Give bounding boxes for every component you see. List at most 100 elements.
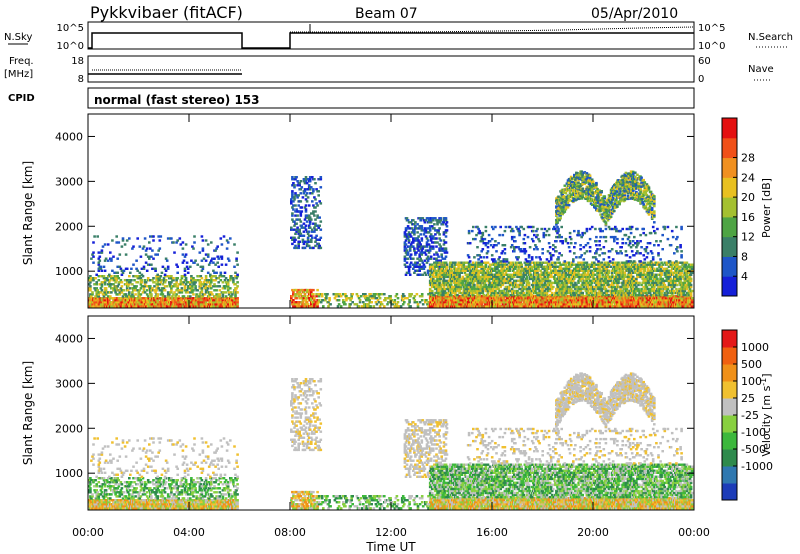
- power-cell: [417, 235, 420, 238]
- power-cell: [454, 291, 457, 295]
- power-cell: [213, 283, 216, 286]
- power-cell: [426, 271, 430, 274]
- power-cell: [435, 219, 438, 222]
- power-cell: [303, 188, 307, 191]
- power-cell: [181, 305, 185, 308]
- power-cell: [133, 285, 136, 288]
- power-cell: [290, 297, 293, 300]
- power-cell: [317, 295, 321, 298]
- power-cell: [439, 285, 442, 289]
- power-cell: [399, 305, 403, 308]
- power-cell: [515, 265, 518, 268]
- power-cell: [153, 285, 156, 288]
- power-cell: [145, 293, 149, 296]
- power-cell: [219, 279, 223, 282]
- power-cell: [318, 216, 321, 219]
- power-cell: [316, 301, 319, 304]
- power-cell: [227, 291, 231, 294]
- power-cell: [514, 281, 517, 285]
- power-cell: [89, 281, 92, 284]
- power-cell: [495, 283, 498, 287]
- power-cell: [95, 283, 98, 286]
- power-cell: [417, 249, 420, 252]
- power-cell: [118, 293, 122, 296]
- power-cell: [439, 239, 442, 242]
- power-cell: [490, 285, 494, 289]
- power-cell: [224, 281, 228, 284]
- power-cell: [469, 289, 473, 293]
- power-cell: [168, 299, 171, 302]
- power-cell: [312, 293, 315, 296]
- power-cell: [118, 253, 122, 256]
- power-cell: [317, 293, 321, 296]
- power-cell: [479, 283, 482, 287]
- power-cell: [453, 285, 456, 289]
- power-cell: [368, 299, 371, 302]
- power-cell: [210, 287, 213, 290]
- power-cell: [291, 288, 294, 292]
- power-cell: [528, 265, 532, 268]
- power-cell: [458, 277, 461, 281]
- power-cell: [129, 281, 132, 284]
- power-cell: [297, 236, 300, 239]
- power-cell: [320, 293, 324, 296]
- power-cell: [429, 279, 433, 283]
- power-cell: [193, 279, 196, 282]
- power-cell: [465, 293, 469, 297]
- power-cell: [117, 281, 121, 284]
- power-cell: [185, 261, 189, 264]
- power-cell: [114, 291, 117, 294]
- power-cell: [415, 227, 418, 230]
- power-cell: [221, 281, 225, 284]
- power-cell: [213, 289, 216, 292]
- power-cell: [532, 285, 535, 289]
- power-cell: [422, 219, 426, 222]
- power-cell: [529, 273, 533, 276]
- power-cell: [99, 267, 103, 270]
- power-cell: [345, 295, 348, 298]
- power-cell: [226, 281, 230, 284]
- power-cell: [171, 297, 174, 300]
- power-cell: [513, 275, 516, 279]
- power-cell: [657, 303, 660, 306]
- power-cell: [298, 184, 301, 187]
- power-cell: [199, 285, 203, 288]
- power-cell: [297, 246, 300, 250]
- power-cell: [298, 230, 301, 233]
- power-cell: [170, 275, 173, 278]
- power-cell: [574, 301, 577, 304]
- power-cell: [363, 303, 366, 306]
- power-cell: [458, 289, 461, 293]
- power-cell: [415, 293, 419, 296]
- power-cell: [486, 285, 490, 289]
- power-cell: [303, 226, 307, 229]
- power-cell: [120, 281, 124, 284]
- power-cell: [419, 243, 422, 246]
- power-cell: [207, 295, 211, 298]
- power-cell: [139, 277, 143, 280]
- power-cell: [484, 263, 488, 266]
- power-cell: [442, 233, 446, 236]
- power-cell: [125, 267, 129, 270]
- power-cell: [416, 265, 419, 268]
- power-cell: [473, 269, 476, 272]
- power-cell: [200, 277, 204, 280]
- power-cell: [441, 271, 445, 274]
- power-cell: [104, 301, 108, 304]
- power-cell: [308, 216, 312, 219]
- power-cell: [305, 220, 309, 223]
- power-cell: [291, 176, 294, 179]
- power-cell: [449, 299, 453, 302]
- power-cell: [427, 301, 430, 304]
- power-cell: [426, 303, 429, 306]
- power-cell: [293, 196, 296, 199]
- power-cell: [387, 297, 390, 300]
- power-cell: [404, 233, 408, 236]
- power-cell: [156, 281, 159, 284]
- power-cell: [482, 269, 486, 272]
- power-cell: [453, 301, 456, 304]
- power-cell: [201, 247, 205, 250]
- power-cell: [172, 293, 175, 296]
- power-cell: [473, 283, 476, 287]
- power-cell: [104, 297, 108, 300]
